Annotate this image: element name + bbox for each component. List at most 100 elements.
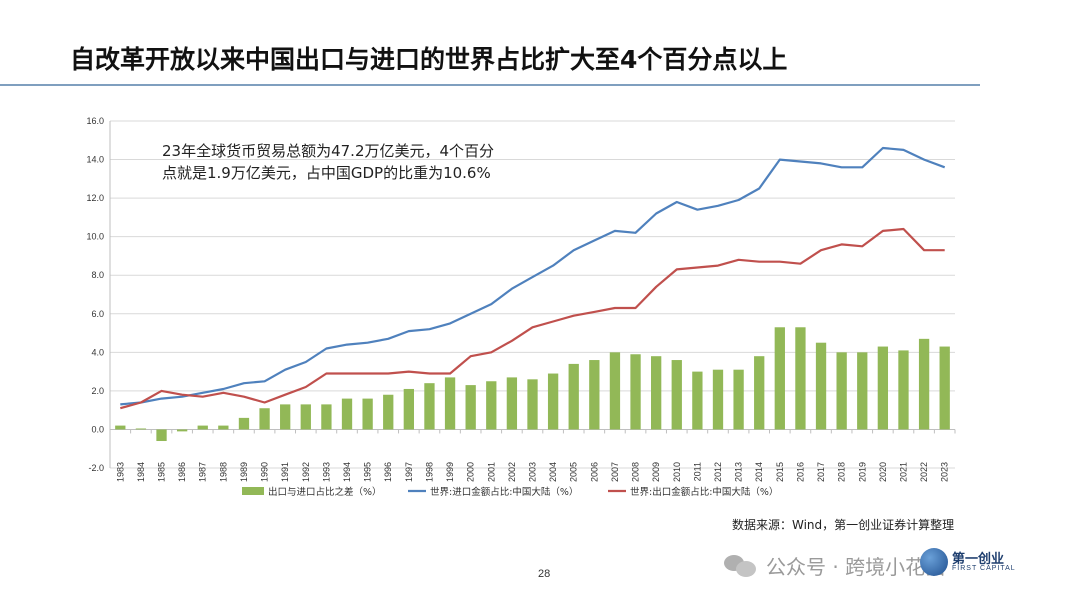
bar-1990 — [259, 408, 270, 430]
y-tick-label: -2.0 — [88, 463, 104, 473]
bar-1995 — [362, 398, 373, 430]
x-tick-label: 1992 — [301, 462, 311, 482]
bar-1988 — [218, 425, 229, 430]
y-tick-label: 0.0 — [91, 424, 104, 434]
x-tick-label: 1987 — [198, 462, 208, 482]
x-tick-label: 1985 — [157, 462, 167, 482]
bar-2009 — [651, 356, 662, 430]
x-tick-label: 2009 — [651, 462, 661, 482]
x-tick-label: 1999 — [445, 462, 455, 482]
bar-1998 — [424, 383, 435, 430]
x-tick-label: 2016 — [795, 462, 805, 482]
bar-1987 — [197, 425, 208, 430]
legend-bar-difference-label: 出口与进口占比之差（%） — [268, 486, 382, 498]
bar-2004 — [547, 373, 559, 430]
x-tick-label: 2011 — [692, 462, 702, 481]
bar-1994 — [341, 398, 353, 430]
slide-title: 自改革开放以来中国出口与进口的世界占比扩大至4个百分点以上 — [70, 45, 788, 74]
y-tick-label: 2.0 — [91, 386, 104, 396]
y-tick-label: 8.0 — [91, 270, 104, 280]
x-tick-label: 1991 — [280, 462, 290, 482]
bar-2012 — [712, 369, 724, 430]
logo-text-en: FIRST CAPITAL — [952, 565, 1016, 572]
x-tick-label: 1995 — [363, 462, 373, 482]
bar-2018 — [836, 352, 847, 430]
wechat-icon — [724, 553, 758, 577]
x-tick-label: 2013 — [734, 462, 744, 482]
bar-2016 — [795, 327, 806, 430]
x-tick-label: 2021 — [898, 462, 908, 482]
bar-1993 — [321, 404, 332, 430]
x-tick-label: 2010 — [672, 462, 682, 482]
line-series — [120, 146, 946, 410]
bar-1986 — [176, 429, 188, 432]
y-tick-label: 14.0 — [86, 155, 104, 165]
bar-1999 — [444, 377, 456, 430]
bar-1996 — [383, 394, 394, 430]
x-tick-label: 1988 — [218, 462, 228, 482]
import-share-line — [120, 146, 946, 406]
x-tick-label: 1996 — [383, 462, 393, 482]
y-tick-label: 6.0 — [91, 309, 104, 319]
annotation-line-2: 点就是1.9万亿美元，占中国GDP的比重为10.6% — [162, 164, 491, 182]
x-tick-label: 2015 — [775, 462, 785, 482]
x-tick-label: 2005 — [569, 462, 579, 482]
bar-2022 — [918, 338, 930, 430]
bar-2023 — [939, 346, 950, 430]
logo-text-cn: 第一创业 — [952, 552, 1005, 567]
x-tick-label: 2018 — [837, 462, 847, 482]
bar-1992 — [300, 404, 311, 430]
bar-1997 — [403, 388, 414, 430]
x-tick-label: 1983 — [115, 462, 125, 482]
bar-2002 — [506, 377, 518, 430]
x-tick-label: 2012 — [713, 462, 723, 482]
bar-2006 — [589, 360, 600, 430]
bar-1985 — [156, 429, 167, 442]
x-tick-label: 1986 — [177, 462, 187, 482]
chart-annotation: 23年全球货币贸易总额为47.2万亿美元，4个百分 点就是1.9万亿美元，占中国… — [162, 140, 582, 184]
data-source: 数据来源：Wind，第一创业证券计算整理 — [732, 518, 955, 532]
legend-import-share-label: 世界:进口金额占比:中国大陆（%） — [430, 486, 578, 498]
bar-2017 — [815, 342, 827, 430]
x-tick-label: 1997 — [404, 462, 414, 482]
bar-2000 — [465, 385, 476, 430]
bar-1983 — [115, 425, 126, 430]
bar-2008 — [630, 354, 641, 430]
bar-2005 — [568, 363, 579, 430]
x-tick-label: 2006 — [589, 462, 599, 482]
bar-2014 — [754, 356, 765, 430]
legend-export-share-label: 世界:出口金额占比:中国大陆（%） — [630, 486, 778, 498]
bar-2019 — [857, 352, 868, 430]
bar-2010 — [671, 360, 682, 430]
x-axis-ticks: 1983 1984 1985 1986 1987 1988 1989 1990 1991 1992… — [115, 462, 949, 482]
y-tick-label: 4.0 — [91, 347, 104, 357]
legend-bar-difference-swatch — [242, 487, 264, 495]
first-capital-logo: 第一创业 FIRST CAPITAL — [920, 548, 1020, 578]
bar-2013 — [733, 369, 744, 430]
x-tick-label: 1989 — [239, 462, 249, 482]
bar-2020 — [877, 346, 889, 430]
x-tick-label: 2022 — [919, 462, 929, 482]
bar-2021 — [898, 350, 909, 430]
bar-2011 — [692, 371, 703, 430]
x-tick-label: 2007 — [610, 462, 620, 482]
bar-2015 — [774, 327, 785, 430]
x-tick-label: 2001 — [486, 462, 496, 482]
annotation-line-1: 23年全球货币贸易总额为47.2万亿美元，4个百分 — [162, 142, 495, 160]
x-tick-label: 2002 — [507, 462, 517, 482]
wechat-watermark: 公众号 · 跨境小花猫 — [724, 550, 945, 580]
bar-1991 — [280, 404, 291, 430]
x-tick-label: 1994 — [342, 462, 352, 482]
bar-1989 — [238, 417, 250, 430]
x-tick-label: 2014 — [754, 462, 764, 482]
bar-2001 — [486, 381, 497, 430]
x-tick-label: 2017 — [816, 462, 826, 482]
y-tick-label: 10.0 — [86, 232, 104, 242]
x-tick-label: 1990 — [260, 462, 270, 482]
x-tick-label: 2000 — [466, 462, 476, 482]
y-axis-ticks: -2.0 0.0 2.0 4.0 6.0 8.0 10.0 12.0 14.0 16.0 — [86, 116, 104, 473]
globe-icon — [920, 548, 948, 576]
legend: 出口与进口占比之差（%） 世界:进口金额占比:中国大陆（%） 世界:出口金额占比:中… — [242, 486, 778, 498]
x-tick-label: 2004 — [548, 462, 558, 482]
